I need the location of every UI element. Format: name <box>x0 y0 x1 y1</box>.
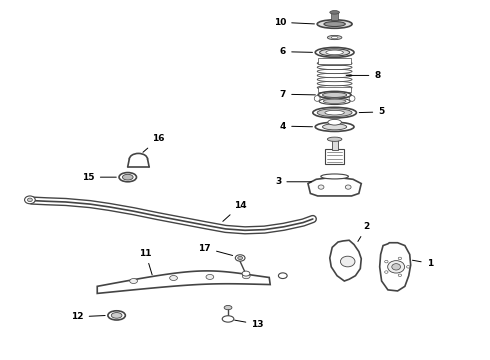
Ellipse shape <box>111 312 122 318</box>
Ellipse shape <box>317 73 352 78</box>
Text: 4: 4 <box>280 122 313 131</box>
Text: 7: 7 <box>280 90 316 99</box>
Text: 3: 3 <box>275 177 312 186</box>
Polygon shape <box>97 271 270 293</box>
Ellipse shape <box>322 124 347 130</box>
Ellipse shape <box>345 185 351 189</box>
Ellipse shape <box>319 98 350 104</box>
Ellipse shape <box>313 107 356 118</box>
Text: 17: 17 <box>198 244 233 256</box>
Ellipse shape <box>122 174 133 180</box>
Ellipse shape <box>317 109 352 117</box>
Ellipse shape <box>328 120 342 125</box>
Ellipse shape <box>385 260 388 263</box>
Ellipse shape <box>349 96 355 101</box>
Polygon shape <box>330 240 361 281</box>
Ellipse shape <box>238 256 243 260</box>
Ellipse shape <box>222 316 234 322</box>
Text: 10: 10 <box>274 18 315 27</box>
Ellipse shape <box>325 111 344 115</box>
Ellipse shape <box>24 196 35 204</box>
Ellipse shape <box>407 266 410 268</box>
Text: 14: 14 <box>223 201 246 221</box>
Text: 13: 13 <box>235 320 264 329</box>
Ellipse shape <box>318 185 324 189</box>
Ellipse shape <box>108 311 125 320</box>
Ellipse shape <box>317 85 352 90</box>
Ellipse shape <box>317 65 352 69</box>
Ellipse shape <box>317 81 352 86</box>
Bar <box>325 149 344 164</box>
Ellipse shape <box>119 172 137 182</box>
Ellipse shape <box>323 99 346 103</box>
Ellipse shape <box>317 69 352 73</box>
Ellipse shape <box>388 261 405 273</box>
Ellipse shape <box>327 35 342 40</box>
Ellipse shape <box>317 20 352 28</box>
Ellipse shape <box>324 22 345 27</box>
Bar <box>318 58 351 64</box>
Ellipse shape <box>27 198 32 202</box>
Ellipse shape <box>315 48 354 57</box>
Polygon shape <box>380 243 411 291</box>
Ellipse shape <box>243 274 250 279</box>
Ellipse shape <box>319 49 350 56</box>
Ellipse shape <box>398 274 402 276</box>
Text: 11: 11 <box>140 249 152 275</box>
Ellipse shape <box>130 279 138 283</box>
Text: 15: 15 <box>82 173 116 182</box>
Ellipse shape <box>327 137 342 141</box>
Text: 2: 2 <box>358 222 370 242</box>
Ellipse shape <box>235 255 245 261</box>
Ellipse shape <box>206 274 214 279</box>
Ellipse shape <box>242 271 250 276</box>
Ellipse shape <box>322 93 347 98</box>
Text: 12: 12 <box>71 312 105 321</box>
Bar <box>318 87 351 93</box>
Polygon shape <box>308 178 361 196</box>
Bar <box>331 12 338 20</box>
Ellipse shape <box>317 61 352 66</box>
Ellipse shape <box>385 271 388 273</box>
Ellipse shape <box>224 306 232 310</box>
Ellipse shape <box>315 122 354 131</box>
Ellipse shape <box>317 77 352 82</box>
Ellipse shape <box>170 275 177 280</box>
Text: 16: 16 <box>143 135 165 152</box>
Ellipse shape <box>314 96 320 101</box>
Ellipse shape <box>392 264 400 270</box>
Text: 6: 6 <box>280 47 313 56</box>
Ellipse shape <box>331 36 338 39</box>
Ellipse shape <box>398 257 402 260</box>
Ellipse shape <box>318 91 351 99</box>
Ellipse shape <box>321 174 348 179</box>
Ellipse shape <box>330 10 340 14</box>
Ellipse shape <box>341 256 355 267</box>
Bar <box>332 139 338 150</box>
Ellipse shape <box>278 273 287 279</box>
Ellipse shape <box>326 50 343 55</box>
Text: 8: 8 <box>346 71 381 80</box>
Text: 1: 1 <box>413 259 433 268</box>
Text: 5: 5 <box>359 107 385 116</box>
